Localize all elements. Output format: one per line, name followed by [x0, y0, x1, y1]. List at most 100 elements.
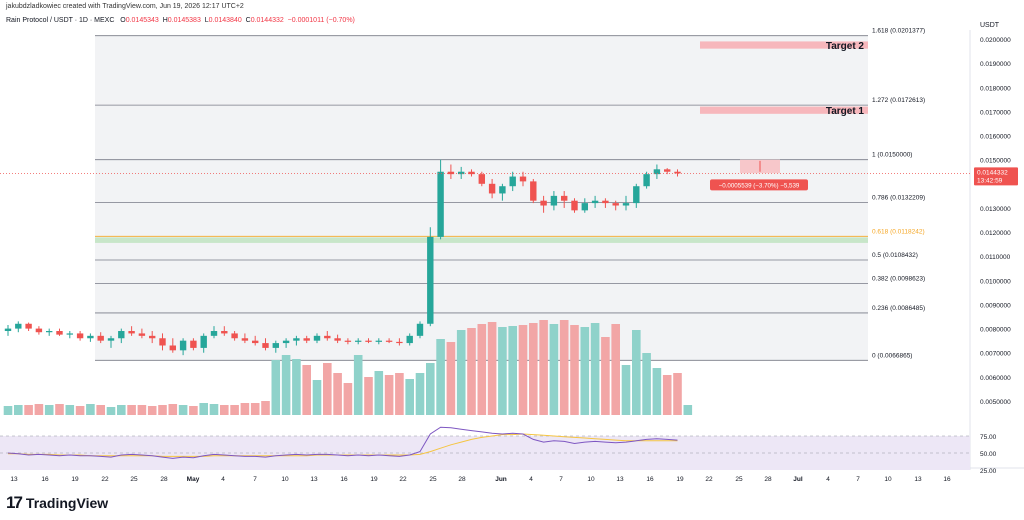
fib-label: 0 (0.0066865): [872, 352, 912, 359]
volume-bar: [642, 353, 651, 415]
volume-bar: [24, 405, 33, 415]
measure-label: −0.0005539 (−3.70%) −5,539: [719, 182, 800, 189]
volume-bar: [518, 325, 528, 415]
volume-bar: [147, 406, 157, 415]
candle-body: [571, 200, 578, 211]
volume-bar: [302, 365, 311, 415]
price-chart[interactable]: USDT 1.618 (0.0201377) 1.272 (0.0172613) 1 …: [0, 0, 1024, 488]
rsi-tick-label: 50.00: [980, 451, 997, 458]
volume-bar: [65, 405, 75, 415]
candle-body: [612, 203, 619, 206]
time-tick-label: 19: [71, 476, 79, 483]
candle-body: [530, 181, 537, 201]
volume-bar: [549, 324, 559, 415]
time-tick-label: 10: [587, 476, 595, 483]
candle-body: [468, 171, 475, 175]
volume-bar: [312, 380, 322, 415]
candle-body: [97, 335, 104, 341]
rsi-band: [0, 436, 970, 470]
volume-bar: [106, 407, 116, 415]
volume-bar: [662, 375, 672, 415]
change-value: −0.0001011 (−0.70%): [287, 17, 355, 24]
volume-bar: [632, 330, 641, 415]
volume-bar: [364, 377, 373, 415]
price-tick-label: 0.0060000: [980, 375, 1011, 382]
open-value: 0.0145343: [125, 17, 159, 24]
candle-body: [200, 335, 207, 348]
volume-bar: [529, 323, 538, 415]
candle-body: [4, 328, 12, 332]
candle-body: [179, 340, 187, 351]
candle-body: [458, 171, 465, 175]
candle-body: [622, 203, 630, 206]
price-tick-label: 0.0070000: [980, 351, 1011, 358]
current-price-label: 0.0144332: [977, 169, 1008, 176]
candle-body: [46, 331, 53, 333]
time-tick-label: Jun: [495, 476, 507, 483]
target-label: Target 1: [826, 106, 865, 117]
time-tick-label: 7: [559, 476, 563, 483]
candle-body: [221, 331, 228, 334]
fib-label: 0.5 (0.0108432): [872, 252, 918, 259]
volume-bar: [96, 405, 105, 415]
high-value: 0.0145383: [167, 17, 201, 24]
volume-bar: [683, 405, 693, 415]
candle-body: [591, 200, 599, 204]
candle-body: [385, 340, 393, 342]
time-tick-label: 4: [529, 476, 533, 483]
volume-bar: [281, 355, 291, 415]
rsi-tick-label: 25.00: [980, 468, 997, 475]
candle-body: [272, 343, 279, 348]
time-tick-label: Jul: [793, 476, 803, 483]
volume-bar: [652, 368, 662, 415]
candle-body: [66, 333, 73, 335]
volume-bar: [477, 324, 487, 415]
volume-bar: [75, 406, 85, 415]
candle-body: [488, 183, 496, 194]
candle-body: [643, 174, 650, 187]
time-tick-label: 19: [676, 476, 684, 483]
volume-bar: [611, 324, 620, 415]
time-tick-label: 25: [429, 476, 437, 483]
price-tick-label: 0.0110000: [980, 254, 1011, 261]
chart-credit: jakubdzladkowiec created with TradingVie…: [6, 3, 244, 10]
candle-body: [653, 169, 661, 175]
candle-body: [478, 174, 485, 184]
candle-body: [262, 343, 269, 348]
price-tick-label: 0.0200000: [980, 37, 1011, 44]
time-tick-label: 7: [856, 476, 860, 483]
candle-body: [561, 195, 568, 201]
candle-body: [149, 335, 156, 339]
volume-bar: [426, 363, 435, 415]
volume-bar: [446, 342, 456, 415]
price-tick-label: 0.0180000: [980, 85, 1011, 92]
time-tick-label: 13: [616, 476, 624, 483]
candle-body: [190, 340, 197, 348]
time-tick-label: May: [187, 476, 200, 483]
target-zone: [700, 106, 868, 114]
price-tick-label: 0.0160000: [980, 134, 1011, 141]
candle-body: [169, 345, 176, 351]
fib-label: 0.236 (0.0086485): [872, 305, 925, 312]
time-tick-label: 28: [764, 476, 772, 483]
price-tick-label: 0.0100000: [980, 278, 1011, 285]
candle-body: [427, 236, 434, 324]
candle-body: [159, 338, 166, 346]
volume-bar: [117, 405, 126, 415]
volume-bar: [55, 404, 64, 415]
volume-bar: [199, 403, 208, 415]
volume-bar: [250, 403, 260, 415]
volume-bar: [34, 404, 44, 415]
time-tick-label: 16: [943, 476, 951, 483]
low-value: 0.0143840: [208, 17, 242, 24]
candle-body: [25, 323, 32, 329]
candle-body: [303, 338, 310, 341]
time-tick-label: 4: [221, 476, 225, 483]
time-tick-label: 22: [101, 476, 109, 483]
candle-body: [252, 340, 259, 344]
candle-body: [674, 171, 681, 174]
tradingview-logo-icon: 17: [6, 493, 23, 512]
fib-label: 0.382 (0.0098623): [872, 276, 925, 283]
candle-body: [344, 340, 352, 342]
candle-body: [210, 331, 218, 336]
